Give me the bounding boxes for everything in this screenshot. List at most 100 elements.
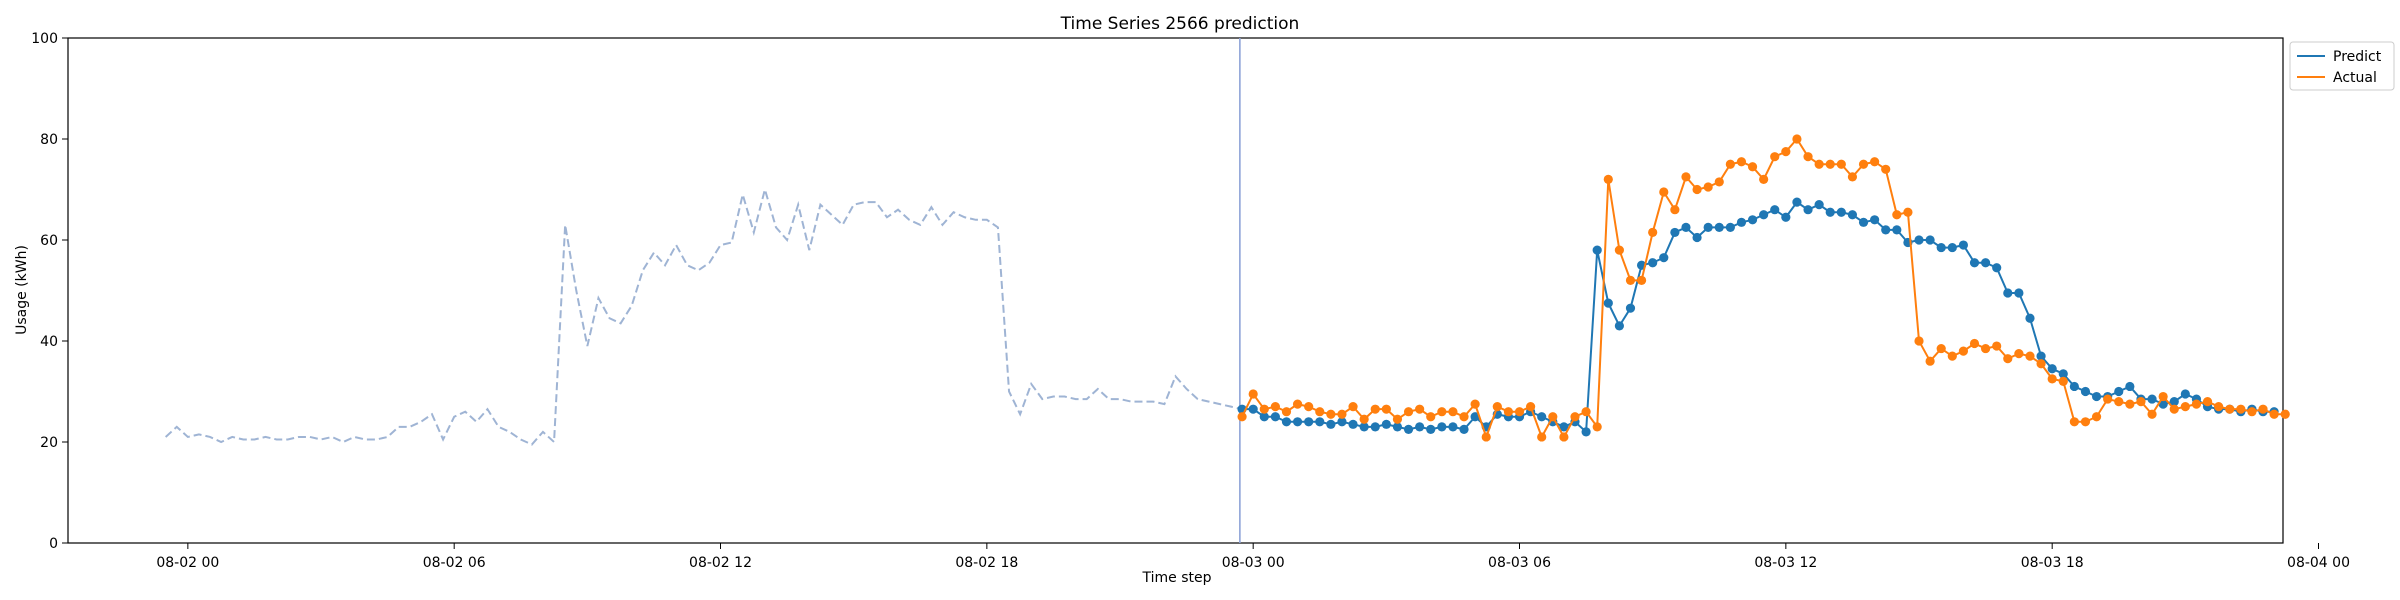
predict-point	[1614, 321, 1624, 331]
legend: Predict Actual	[2289, 41, 2395, 91]
predict-point	[1792, 197, 1802, 207]
predict-point	[2036, 351, 2046, 361]
actual-point	[2125, 399, 2135, 409]
actual-point	[1381, 404, 1391, 414]
predict-point	[1625, 303, 1636, 313]
predict-point	[1947, 242, 1957, 253]
actual-point	[2080, 417, 2091, 427]
actual-point	[1681, 172, 1691, 182]
actual-point	[1659, 187, 1669, 197]
actual-point	[1814, 159, 1824, 169]
predict-point	[1980, 258, 1991, 268]
actual-point	[2180, 402, 2190, 412]
actual-point	[1847, 172, 1858, 182]
predict-point	[1914, 235, 1924, 245]
actual-point	[1570, 412, 1580, 422]
predict-point	[1825, 207, 1835, 217]
actual-point	[1692, 184, 1702, 195]
actual-point	[1792, 134, 1802, 144]
predict-point	[1348, 419, 1358, 429]
predict-point	[1847, 210, 1858, 220]
x-tick-label: 08-04 00	[2287, 555, 2350, 571]
actual-point	[1648, 227, 1658, 238]
actual-point	[2236, 404, 2246, 414]
actual-point	[2147, 409, 2157, 419]
predict-point	[2147, 394, 2157, 404]
actual-point	[1759, 174, 1769, 184]
actual-point	[1459, 412, 1469, 422]
predict-point	[2114, 386, 2124, 397]
predict-point	[1248, 404, 1258, 414]
actual-point	[1858, 159, 1869, 169]
predict-point	[1670, 227, 1680, 238]
actual-point	[1925, 356, 1935, 366]
actual-point	[1481, 432, 1491, 442]
predict-point	[1281, 417, 1292, 427]
predict-point	[1470, 412, 1480, 422]
actual-point	[2158, 391, 2168, 402]
predict-point	[1392, 422, 1403, 432]
actual-point	[2103, 394, 2113, 404]
predict-point	[1459, 424, 1469, 434]
actual-point	[2114, 397, 2124, 407]
actual-point	[1969, 338, 1980, 349]
x-tick-label: 08-03 12	[1754, 555, 1817, 571]
actual-point	[1703, 182, 1713, 192]
actual-point	[1781, 147, 1791, 157]
predict-point	[1925, 235, 1935, 245]
predict-point	[1592, 245, 1602, 255]
predict-point	[1292, 417, 1303, 427]
predict-point	[2047, 364, 2057, 374]
actual-point	[1514, 407, 1525, 417]
actual-point	[1881, 164, 1891, 174]
predict-line	[1242, 200, 2275, 435]
actual-point	[1870, 157, 1880, 167]
x-tick-label: 08-03 18	[2021, 555, 2084, 571]
actual-point	[1426, 412, 1436, 422]
predict-point	[1648, 258, 1658, 268]
x-tick-label: 08-02 12	[689, 555, 752, 571]
actual-point	[1359, 414, 1369, 424]
y-tick-label: 0	[49, 536, 58, 552]
y-tick-label: 60	[40, 233, 58, 249]
actual-point	[1448, 407, 1458, 417]
predict-point	[1747, 215, 1758, 225]
actual-point	[1370, 404, 1380, 414]
predict-point	[1537, 412, 1547, 422]
y-tick-label: 80	[40, 132, 58, 148]
predict-point	[1581, 427, 1591, 437]
actual-point	[1503, 407, 1514, 417]
predict-point	[1403, 424, 1414, 434]
actual-point	[1292, 399, 1303, 409]
actual-point	[2025, 351, 2035, 361]
legend-predict-label: Predict	[2333, 49, 2382, 65]
predict-point	[1259, 412, 1269, 422]
predict-point	[1992, 263, 2002, 273]
predict-point	[2058, 369, 2068, 379]
actual-point	[2069, 417, 2079, 427]
x-tick-label: 08-02 06	[423, 555, 486, 571]
predict-point	[1936, 242, 1946, 253]
actual-point	[1270, 402, 1280, 412]
actual-point	[2169, 404, 2179, 414]
actual-point	[1592, 422, 1602, 432]
actual-point	[1326, 409, 1336, 419]
actual-point	[2036, 359, 2046, 369]
actual-point	[1836, 159, 1846, 169]
actual-point	[1903, 207, 1913, 217]
history-line	[164, 185, 1276, 446]
x-axis: 08-02 00 08-02 06 08-02 12 08-02 18 08-03 00…	[156, 543, 2350, 571]
actual-point	[1736, 157, 1747, 167]
predict-point	[1703, 222, 1713, 232]
actual-point	[1526, 402, 1536, 412]
actual-point	[1714, 177, 1724, 187]
actual-point	[1936, 343, 1946, 354]
predict-point	[1870, 215, 1880, 225]
y-axis-label: Usage (kWh)	[14, 245, 30, 335]
actual-point	[1980, 343, 1991, 354]
actual-point	[1947, 351, 1957, 361]
actual-point	[1315, 407, 1325, 417]
actual-point	[1636, 275, 1647, 285]
x-tick-label: 08-02 00	[156, 555, 219, 571]
actual-point	[1803, 152, 1813, 162]
